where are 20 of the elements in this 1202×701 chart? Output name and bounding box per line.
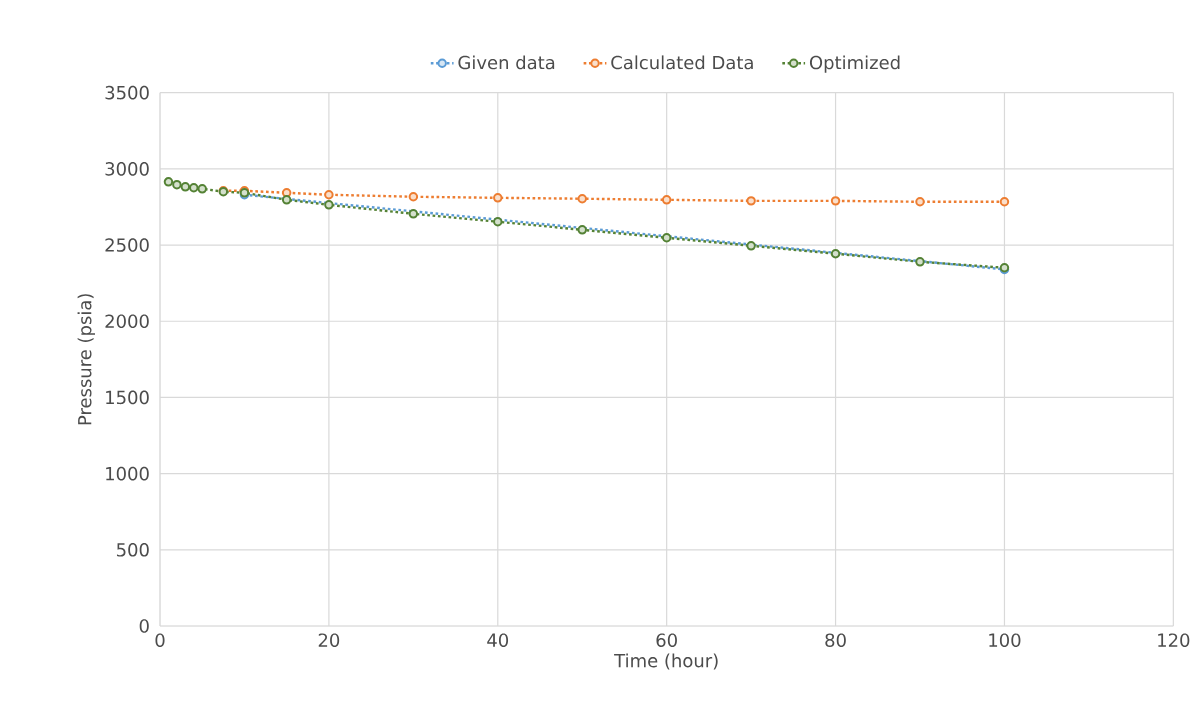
legend-label: Calculated Data [611,55,753,70]
y-tick-label: 2500 [105,238,149,252]
y-tick-label: 1500 [106,390,149,405]
y-tick-label: 3000 [105,162,149,176]
y-tick-label: 3500 [105,85,149,100]
x-tick-label: 20 [318,633,340,647]
x-tick-label: 0 [155,633,165,647]
legend-label: Optimized [809,55,900,73]
y-tick-label: 0 [139,619,149,633]
y-axis-title: Pressure (psia) [77,294,95,425]
x-tick-label: 80 [825,633,846,647]
y-tick-label: 500 [116,543,149,557]
y-tick-label: 1000 [106,466,149,481]
x-tick-label: 40 [487,633,509,647]
x-tick-label: 100 [989,633,1021,647]
legend-label: Given data [458,55,555,70]
x-axis-title: Time (hour) [614,653,718,670]
y-tick-label: 2000 [105,314,149,329]
x-tick-label: 120 [1158,633,1190,647]
x-tick-label: 60 [656,633,677,647]
